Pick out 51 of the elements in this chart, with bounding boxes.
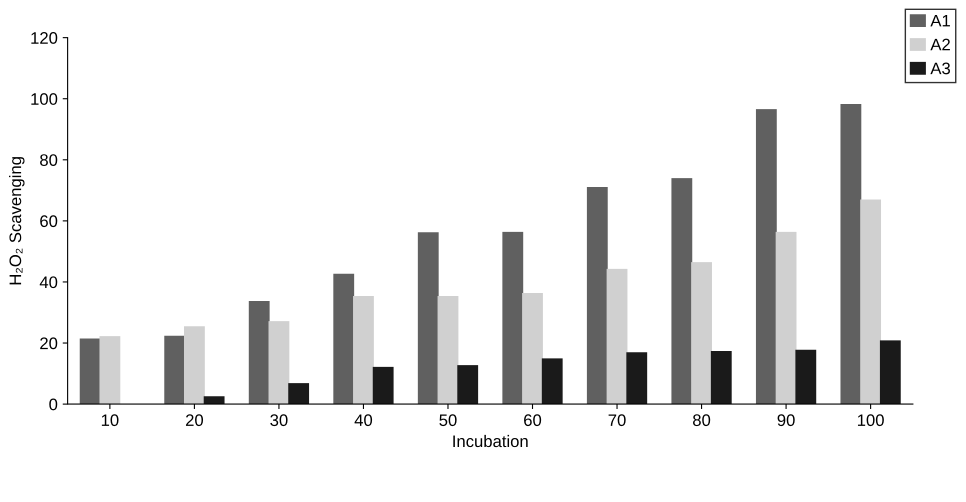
bar [80, 338, 101, 404]
bar [691, 262, 712, 404]
x-tick-label: 100 [858, 414, 884, 426]
bar [542, 358, 563, 404]
x-tick-label: 40 [354, 414, 372, 426]
bar [502, 232, 524, 404]
bar [353, 296, 374, 404]
bar [606, 268, 628, 404]
x-tick-label: 70 [608, 414, 626, 426]
bar [164, 336, 186, 404]
bar [756, 109, 777, 404]
bar [204, 396, 225, 404]
bar [522, 293, 543, 404]
bar [860, 200, 882, 404]
y-tick-label: 40 [40, 276, 58, 288]
bar [184, 326, 205, 404]
y-tick-label: 0 [49, 398, 58, 410]
y-tick-label: 20 [40, 337, 58, 350]
bar [248, 300, 270, 404]
bar [372, 366, 394, 404]
bar [333, 274, 354, 404]
x-tick-label: 50 [439, 414, 457, 426]
legend-label: A3 [930, 62, 950, 74]
bar [776, 232, 796, 404]
legend-label: A2 [930, 38, 950, 50]
bar [418, 232, 439, 404]
legend-label: A1 [930, 14, 950, 26]
bar [99, 336, 120, 404]
x-tick-label: 20 [186, 414, 204, 426]
x-tick-label: 60 [524, 414, 542, 426]
bar [438, 296, 458, 404]
bar [880, 340, 901, 404]
x-tick-label: 10 [102, 414, 118, 426]
y-tick-label: 80 [40, 154, 58, 166]
bar [586, 187, 608, 404]
bar [626, 352, 648, 404]
x-axis-title: Incubation [453, 434, 528, 448]
y-tick-label: 100 [31, 93, 58, 105]
bar [795, 350, 816, 404]
bar [288, 383, 310, 404]
bar [268, 321, 290, 404]
y-tick-label: 60 [40, 215, 58, 228]
bar [710, 351, 732, 404]
x-tick-label: 30 [270, 414, 288, 426]
bar [457, 365, 478, 404]
bar [840, 104, 862, 404]
bar [671, 178, 692, 404]
y-tick-label: 120 [31, 32, 58, 44]
y-axis-title: H₂O₂ Scavenging [9, 157, 25, 284]
x-tick-label: 90 [778, 414, 795, 426]
x-tick-label: 80 [693, 414, 710, 426]
